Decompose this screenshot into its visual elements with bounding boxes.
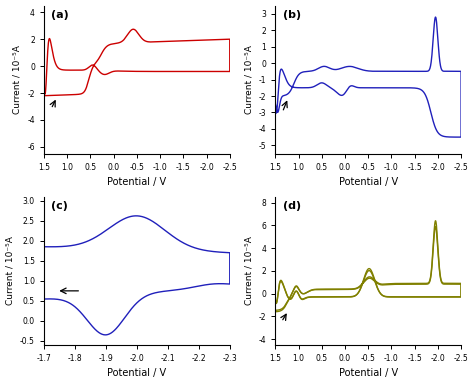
Text: (d): (d) (283, 201, 301, 211)
Text: (b): (b) (283, 10, 301, 20)
Y-axis label: Current / 10⁻⁵A: Current / 10⁻⁵A (13, 45, 22, 114)
X-axis label: Potential / V: Potential / V (107, 177, 166, 187)
X-axis label: Potential / V: Potential / V (107, 368, 166, 379)
Y-axis label: Current / 10⁻⁵A: Current / 10⁻⁵A (244, 237, 253, 305)
X-axis label: Potential / V: Potential / V (338, 368, 398, 379)
Y-axis label: Current / 10⁻⁵A: Current / 10⁻⁵A (244, 45, 253, 114)
X-axis label: Potential / V: Potential / V (338, 177, 398, 187)
Text: (c): (c) (52, 201, 68, 211)
Y-axis label: Current / 10⁻⁵A: Current / 10⁻⁵A (6, 237, 15, 305)
Text: (a): (a) (52, 10, 69, 20)
